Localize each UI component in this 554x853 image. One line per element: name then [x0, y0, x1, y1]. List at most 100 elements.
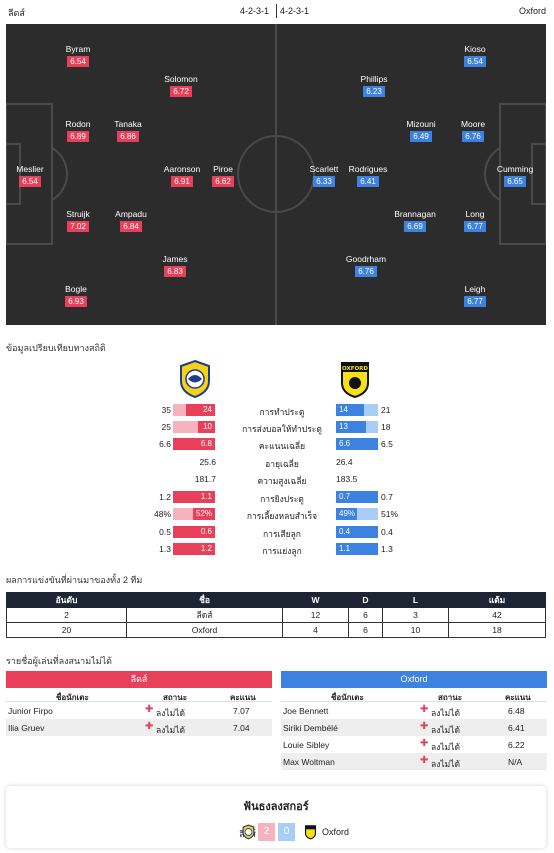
- cell-d: 6: [348, 607, 383, 623]
- stat-row: การเลี้ยงหลบสำเร็จ 48% 52% 49% 51%: [0, 508, 554, 521]
- away-player[interactable]: Cumming 6.65: [496, 164, 534, 187]
- standings-table: อันดับ ชื่อ W D L แต้ม 2 ลีดส์ 12 6 3 42…: [6, 592, 546, 638]
- home-player[interactable]: Struijk 7.02: [66, 209, 90, 232]
- home-player[interactable]: Aaronson 6.91: [163, 164, 201, 187]
- player-score: 6.48: [508, 706, 525, 716]
- away-player[interactable]: Mizouni 6.49: [406, 119, 436, 142]
- stat-away-bar-fill: [336, 438, 378, 450]
- stat-home-bar-value: 10: [203, 422, 212, 431]
- cell-team[interactable]: ลีดส์: [126, 607, 283, 623]
- home-absent-header: ลีดส์: [6, 671, 272, 688]
- player-status: ลงไม่ได้: [431, 708, 461, 718]
- home-team-name: ลีดส์: [8, 8, 25, 18]
- stat-row: ความสูงเฉลี่ย 181.7 183.5: [0, 473, 554, 486]
- list-item[interactable]: Junior Firpo ✚ ลงไม่ได้ 7.07: [6, 702, 272, 719]
- cross-icon: ✚: [420, 755, 429, 766]
- stat-home-bar: 1.1: [173, 491, 215, 503]
- prediction-title: ฟันธงลงสกอร์: [243, 801, 309, 813]
- home-player[interactable]: Byram 6.54: [65, 44, 91, 67]
- player-score: N/A: [508, 757, 523, 767]
- stat-away-bar-value: 0.4: [339, 527, 351, 536]
- away-player[interactable]: Leigh 6.77: [464, 284, 486, 307]
- stat-home-bar-value: 1.1: [200, 492, 212, 501]
- stat-label: การยิงประตู: [260, 494, 304, 504]
- stat-away-total: 51%: [381, 509, 399, 519]
- oxford-crest-icon: [304, 825, 317, 840]
- stat-label: การเสียลูก: [263, 529, 301, 539]
- home-player[interactable]: Piroe 6.62: [212, 164, 234, 187]
- player-name: Junior Firpo: [8, 706, 53, 716]
- stat-home-bar: 0.6: [173, 526, 215, 538]
- away-player[interactable]: Scarlett 6.33: [309, 164, 339, 187]
- col-l: L: [382, 592, 449, 608]
- stat-home-bar-fill: [186, 404, 215, 416]
- stat-home-bar-value: 1.2: [200, 544, 212, 553]
- home-player[interactable]: Rodon 6.89: [65, 119, 91, 142]
- away-player[interactable]: Kioso 6.54: [464, 44, 486, 67]
- away-player[interactable]: Brannagan 6.69: [394, 209, 436, 232]
- col-status: สถานะ: [163, 693, 187, 702]
- stat-home-bar-fill: [173, 491, 215, 503]
- col-score: คะแนน: [505, 693, 531, 702]
- list-item[interactable]: Joe Bennett ✚ ลงไม่ได้ 6.48: [281, 702, 547, 719]
- player-name: Joe Bennett: [283, 706, 329, 716]
- col-team: ชื่อ: [126, 592, 283, 608]
- home-player[interactable]: Meslier 6.54: [16, 164, 44, 187]
- stat-label: ความสูงเฉลี่ย: [257, 476, 307, 486]
- away-player[interactable]: Rodrigues 6.41: [348, 164, 388, 187]
- player-name: Ilia Gruev: [8, 723, 45, 733]
- list-item[interactable]: Max Woltman ✚ ลงไม่ได้ N/A: [281, 753, 547, 770]
- stat-away-total: 0.4: [381, 527, 393, 537]
- stat-label: คะแนนเฉลี่ย: [258, 441, 306, 451]
- player-name: Max Woltman: [283, 757, 335, 767]
- col-player: ชื่อนักเตะ: [56, 693, 89, 702]
- table-row: 2 ลีดส์ 12 6 3 42: [6, 607, 546, 623]
- away-player[interactable]: Moore 6.76: [460, 119, 486, 142]
- list-item[interactable]: Louie Sibley ✚ ลงไม่ได้ 6.22: [281, 736, 547, 753]
- col-status: สถานะ: [438, 693, 462, 702]
- stat-away-bar: 6.6: [336, 438, 378, 450]
- pitch: Byram 6.54 Solomon 6.72 Rodon 6.89 Tanak…: [6, 24, 546, 325]
- stat-home-total: 35: [161, 405, 171, 415]
- absent-columns: ชื่อนักเตะ สถานะ คะแนน: [281, 688, 547, 702]
- away-player[interactable]: Goodrham 6.76: [345, 254, 387, 277]
- stat-away-bar-fill: [336, 543, 378, 555]
- col-d: D: [348, 592, 383, 608]
- col-player: ชื่อนักเตะ: [331, 693, 364, 702]
- cell-team[interactable]: Oxford: [126, 622, 283, 638]
- player-score: 6.22: [508, 740, 525, 750]
- stat-home-total: 25: [161, 422, 171, 432]
- home-formation: 4-2-3-1: [240, 6, 270, 16]
- stat-home-total: 48%: [153, 509, 171, 519]
- stat-away-bar: 13: [336, 421, 378, 433]
- away-player[interactable]: Phillips 6.23: [360, 74, 388, 97]
- cell-points: 18: [448, 622, 546, 638]
- cross-icon: ✚: [145, 704, 154, 715]
- stat-home-bar-fill: [198, 421, 215, 433]
- away-team-name: Oxford: [518, 6, 546, 16]
- stat-row: การเสียลูก 0.5 0.6 0.4 0.4: [0, 526, 554, 539]
- stat-home-bar: 52%: [173, 508, 215, 520]
- leeds-crest-icon: [242, 824, 255, 840]
- home-player[interactable]: Ampadu 6.84: [115, 209, 147, 232]
- col-points: แต้ม: [448, 592, 546, 608]
- home-player[interactable]: Bogle 6.93: [65, 284, 87, 307]
- stat-label: อายุเฉลี่ย: [265, 459, 299, 469]
- home-player[interactable]: James 6.83: [162, 254, 188, 277]
- stat-away-bar-fill: [336, 421, 366, 433]
- home-player[interactable]: Tanaka 6.86: [114, 119, 142, 142]
- oxford-crest-icon: OXFORD: [341, 362, 369, 399]
- stat-away-total: 21: [381, 405, 391, 415]
- stat-away-bar-fill: [336, 491, 378, 503]
- table-row: 20 Oxford 4 6 10 18: [6, 622, 546, 638]
- stat-away-bar-fill: [336, 404, 364, 416]
- home-player[interactable]: Solomon 6.72: [164, 74, 198, 97]
- stat-away-total: 6.5: [381, 439, 393, 449]
- away-player[interactable]: Long 6.77: [464, 209, 486, 232]
- list-item[interactable]: Siriki Dembélé ✚ ลงไม่ได้ 6.41: [281, 719, 547, 736]
- stat-away-value: 183.5: [336, 474, 358, 484]
- stat-row: อายุเฉลี่ย 25.6 26.4: [0, 456, 554, 469]
- list-item[interactable]: Ilia Gruev ✚ ลงไม่ได้ 7.04: [6, 719, 272, 736]
- player-status: ลงไม่ได้: [156, 708, 186, 718]
- stat-away-total: 0.7: [381, 492, 393, 502]
